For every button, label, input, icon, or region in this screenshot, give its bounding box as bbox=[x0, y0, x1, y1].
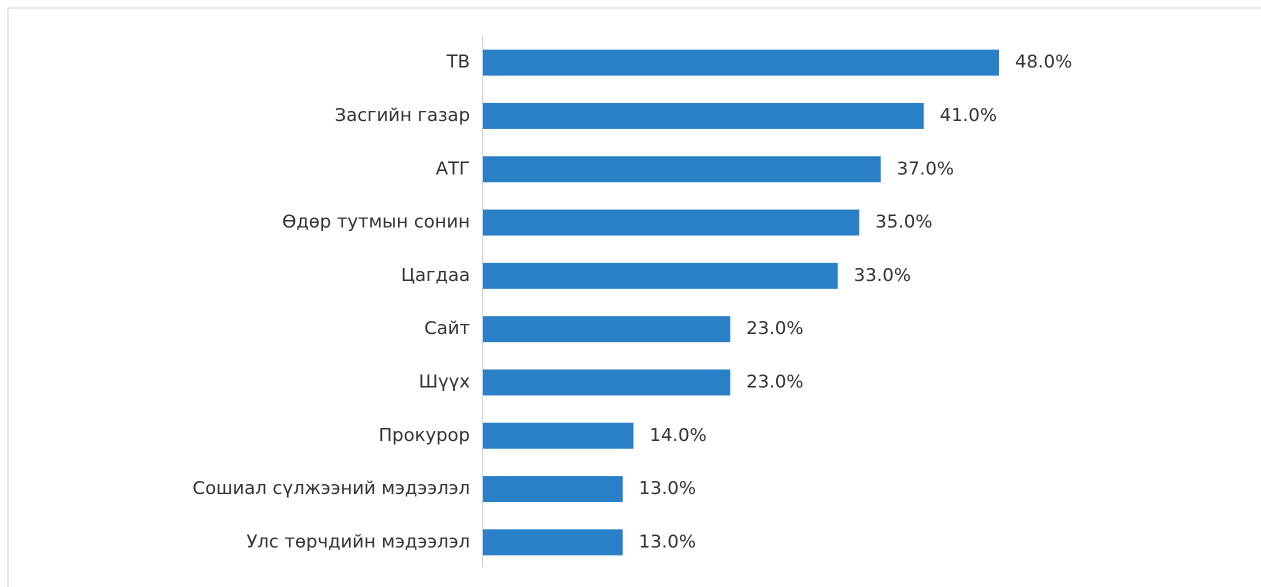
value-label: 14.0% bbox=[650, 425, 707, 446]
bar bbox=[483, 209, 860, 236]
category-label: Сайт bbox=[424, 318, 470, 339]
bar bbox=[483, 476, 623, 503]
category-label: Сошиал сүлжээний мэдээлэл bbox=[193, 478, 470, 499]
bar bbox=[483, 422, 634, 449]
bar bbox=[483, 369, 731, 396]
category-label: ТВ bbox=[446, 52, 470, 73]
category-label: Шүүх bbox=[419, 371, 471, 392]
bar bbox=[483, 529, 623, 556]
bar bbox=[483, 262, 838, 289]
value-label: 48.0% bbox=[1015, 52, 1072, 73]
bar bbox=[483, 49, 999, 76]
category-label: Цагдаа bbox=[401, 265, 470, 286]
bar bbox=[483, 316, 731, 343]
bar bbox=[483, 102, 924, 129]
value-label: 13.0% bbox=[639, 531, 696, 552]
value-label: 41.0% bbox=[940, 105, 997, 126]
value-label: 23.0% bbox=[746, 318, 803, 339]
category-label: Улс төрчдийн мэдээлэл bbox=[246, 531, 470, 552]
bar bbox=[483, 156, 881, 183]
value-label: 35.0% bbox=[875, 212, 932, 233]
category-label: Өдөр тутмын сонин bbox=[282, 212, 470, 233]
category-label: Засгийн газар bbox=[335, 105, 470, 126]
category-label: Прокурор bbox=[379, 425, 470, 446]
category-label: АТГ bbox=[436, 158, 470, 179]
value-label: 13.0% bbox=[639, 478, 696, 499]
value-label: 37.0% bbox=[897, 158, 954, 179]
value-label: 33.0% bbox=[854, 265, 911, 286]
value-label: 23.0% bbox=[746, 371, 803, 392]
